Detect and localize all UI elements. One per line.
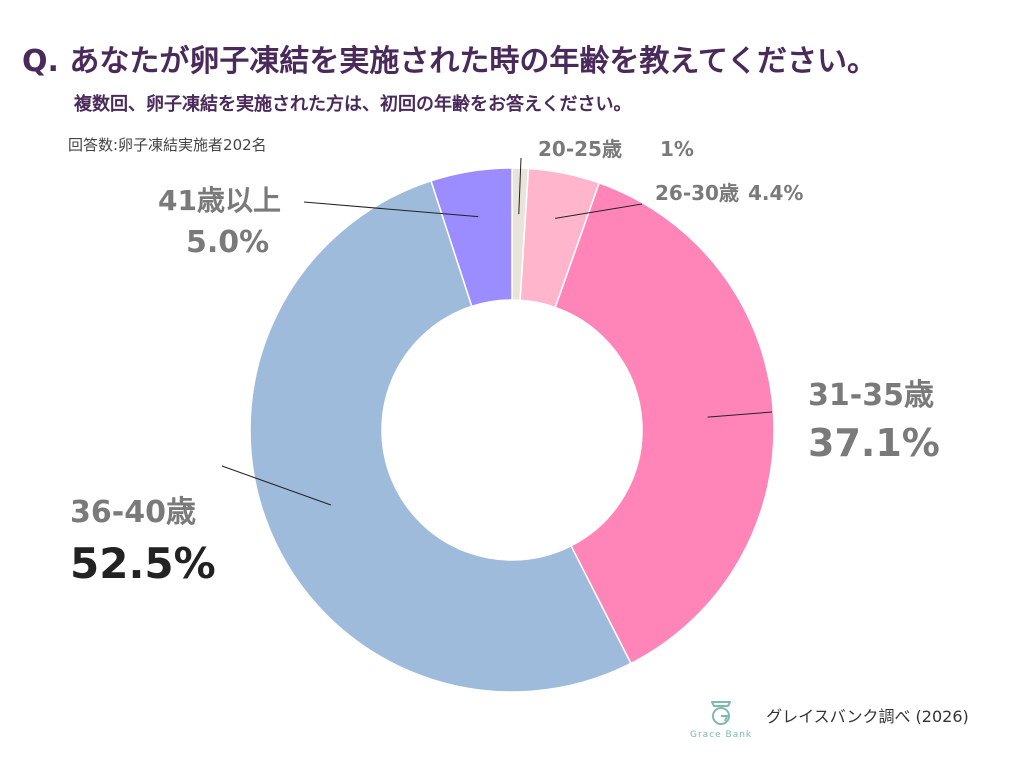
leader-line-26-30歳 (555, 203, 643, 219)
slice-category-label: 26-30歳 (655, 181, 739, 205)
grace-bank-logo-icon (711, 701, 732, 725)
leader-line-36-40歳 (221, 465, 332, 506)
slice-value-label: 5.0% (186, 225, 269, 260)
chart-subtitle: 複数回、卵子凍結を実施された方は、初回の年齢をお答えください。 (74, 94, 632, 115)
slice-category-label: 31-35歳 (808, 378, 934, 413)
slice-labels: 20-25歳 1% 26-30歳 4.4% 31-35歳 37.1% 36-40歳 52.5%… (70, 137, 940, 588)
footer: Grace Bank グレイスバンク調べ (2026) (690, 698, 969, 740)
respondent-count: 回答数:卵子凍結実施者202名 (68, 136, 267, 154)
grace-bank-logo: Grace Bank (690, 698, 752, 740)
slice-value-label: 1% (660, 137, 694, 161)
donut-slices (249, 167, 775, 693)
chart-title: Q. あなたが卵子凍結を実施された時の年齢を教えてください。 (22, 44, 877, 79)
slice-31-35歳 (554, 181, 775, 665)
leader-lines (221, 157, 773, 506)
slice-value-label: 52.5% (70, 539, 216, 588)
slice-36-40歳 (249, 179, 632, 693)
slice-category-label: 36-40歳 (70, 495, 196, 530)
logo-text: Grace Bank (690, 730, 753, 740)
leader-line-31-35歳 (707, 411, 773, 418)
source-credit: グレイスバンク調べ (2026) (766, 707, 969, 726)
slice-value-label: 37.1% (808, 421, 940, 465)
slice-category-label: 20-25歳 (538, 137, 622, 161)
slice-value-label: 4.4% (748, 181, 803, 205)
leader-line-20-25歳 (518, 157, 522, 215)
slice-41歳以上 (430, 167, 513, 308)
leader-line-41歳以上 (303, 201, 479, 218)
slice-category-label: 41歳以上 (158, 184, 281, 217)
